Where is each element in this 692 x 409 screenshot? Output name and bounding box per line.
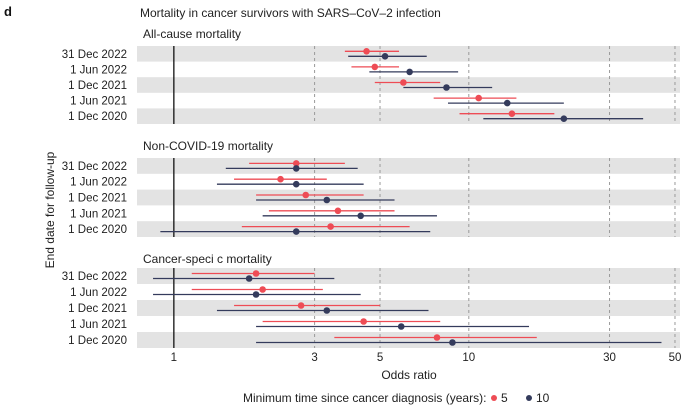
panel-3: Cancer-speci c mortality 31 Dec 2022 1 Jun…	[62, 252, 680, 348]
panel-title: All-cause mortality	[143, 27, 241, 41]
estimate-point-10	[292, 180, 300, 188]
row-label: 31 Dec 2022	[62, 161, 127, 173]
plot-area: All-cause mortality 31 Dec 2022 1 Jun 2022…	[62, 27, 682, 364]
x-tick-label: 50	[669, 352, 682, 364]
row-stripe	[137, 221, 680, 237]
x-tick-label: 5	[377, 352, 383, 364]
panel-title: Cancer-speci c mortality	[143, 252, 272, 266]
panel-2: Non-COVID-19 mortality 31 Dec 2022 1 Jun 2…	[62, 139, 680, 237]
estimate-point-5	[327, 223, 334, 230]
row-stripe	[137, 158, 680, 174]
row-label: 1 Dec 2020	[68, 224, 127, 236]
legend-marker	[526, 395, 532, 401]
row-label: 31 Dec 2022	[62, 271, 127, 283]
x-tick-label: 3	[311, 352, 317, 364]
estimate-point-10	[397, 323, 405, 330]
estimate-point-5	[297, 302, 305, 309]
estimate-point-5	[252, 270, 260, 277]
row-label: 1 Jun 2021	[70, 208, 127, 220]
legend-marker	[491, 395, 497, 401]
estimate-point-10	[323, 307, 331, 314]
estimate-point-10	[406, 68, 413, 76]
row-stripe	[137, 46, 680, 62]
estimate-point-10	[449, 339, 456, 346]
estimate-point-5	[302, 191, 310, 199]
estimate-point-10	[292, 165, 300, 172]
estimate-point-5	[277, 175, 284, 183]
estimate-point-10	[503, 99, 511, 107]
row-stripe	[137, 189, 680, 206]
x-axis-label: Odds ratio	[381, 368, 437, 382]
estimate-point-10	[381, 53, 389, 60]
estimate-point-5	[475, 94, 482, 102]
row-label: 1 Dec 2021	[68, 193, 127, 205]
estimate-point-10	[443, 84, 450, 91]
row-label: 1 Dec 2020	[68, 111, 127, 123]
panel-title: Non-COVID-19 mortality	[143, 139, 273, 153]
row-label: 31 Dec 2022	[62, 49, 127, 61]
estimate-point-10	[560, 115, 568, 122]
row-label: 1 Jun 2021	[70, 96, 127, 108]
estimate-point-5	[508, 110, 516, 117]
row-stripe	[137, 332, 680, 348]
legend: Minimum time since cancer diagnosis (yea…	[243, 391, 550, 405]
row-stripe	[137, 77, 680, 93]
x-tick-label: 1	[171, 352, 177, 364]
y-axis-label: End date for follow-up	[43, 151, 57, 268]
row-label: 1 Jun 2021	[70, 319, 127, 331]
panel-1: All-cause mortality 31 Dec 2022 1 Jun 2022…	[62, 27, 680, 124]
legend-label: 5	[501, 391, 508, 405]
panel-letter: d	[4, 4, 12, 19]
row-label: 1 Jun 2022	[70, 177, 127, 189]
estimate-point-5	[371, 63, 379, 71]
row-stripe	[137, 300, 680, 316]
row-stripe	[137, 268, 680, 284]
estimate-point-10	[323, 196, 331, 204]
row-label: 1 Dec 2021	[68, 80, 127, 92]
estimate-point-10	[245, 275, 253, 282]
estimate-point-5	[433, 334, 441, 341]
row-label: 1 Jun 2022	[70, 64, 127, 76]
estimate-point-10	[252, 291, 260, 298]
estimate-point-5	[292, 160, 300, 167]
estimate-point-5	[363, 48, 370, 55]
row-label: 1 Dec 2021	[68, 303, 127, 315]
row-label: 1 Dec 2020	[68, 335, 127, 347]
row-label: 1 Jun 2022	[70, 287, 127, 299]
estimate-point-5	[400, 79, 407, 86]
estimate-point-5	[334, 207, 342, 215]
chart-title: Mortality in cancer survivors with SARS–…	[140, 6, 441, 20]
row-stripe	[137, 108, 680, 124]
estimate-point-10	[292, 228, 300, 235]
x-tick-label: 30	[603, 352, 616, 364]
estimate-point-5	[259, 286, 266, 293]
estimate-point-5	[360, 318, 367, 325]
estimate-point-10	[357, 212, 364, 220]
legend-title: Minimum time since cancer diagnosis (yea…	[243, 391, 486, 405]
legend-label: 10	[536, 391, 550, 405]
x-tick-label: 10	[462, 352, 475, 364]
